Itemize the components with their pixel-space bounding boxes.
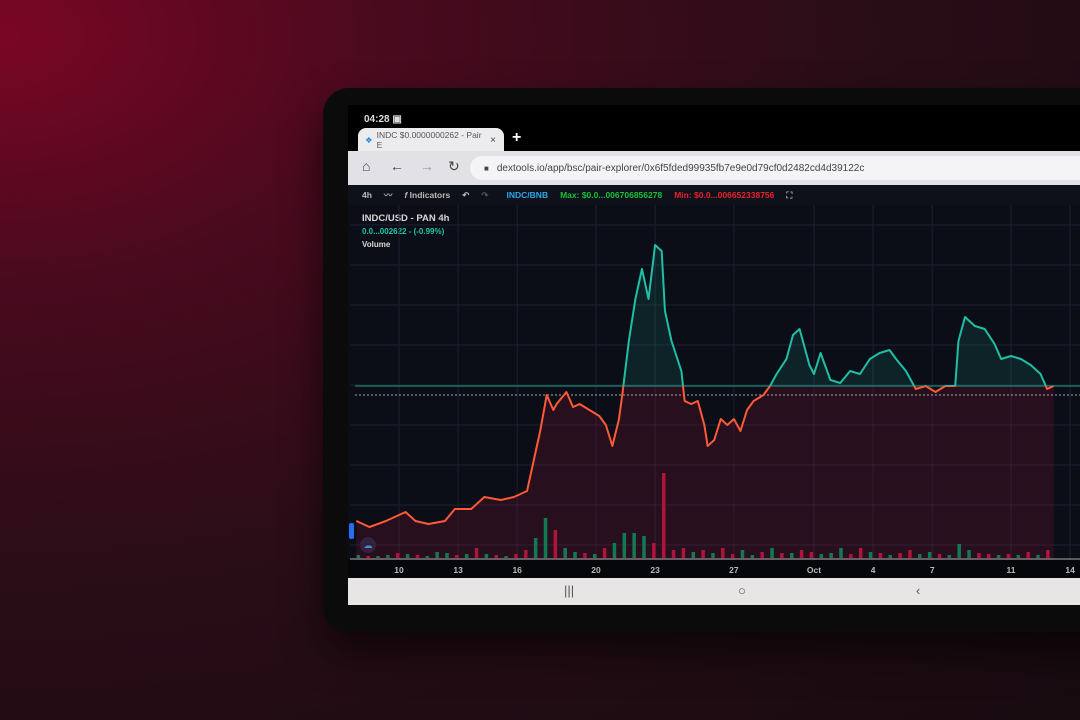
chart-area[interactable] bbox=[348, 205, 1080, 578]
back-arrow-icon[interactable]: ← bbox=[390, 158, 404, 174]
redo-icon[interactable]: ↷ bbox=[481, 189, 489, 200]
chart-type-icon[interactable]: 〰 bbox=[383, 190, 393, 200]
pair-label[interactable]: INDC/BNB bbox=[506, 190, 549, 200]
forward-arrow-icon[interactable]: → bbox=[420, 158, 434, 174]
home-icon[interactable]: ⌂ bbox=[362, 158, 371, 174]
system-nav-bar: ||| ○ ‹ bbox=[348, 578, 1080, 605]
recents-button[interactable]: ||| bbox=[564, 583, 575, 598]
chart-legend: INDC/USD - PAN 4h 0.0...002622 - (-0.99%… bbox=[362, 212, 449, 251]
lock-icon: ■ bbox=[484, 163, 489, 173]
tab-title: INDC $0.0000000262 - Pair E bbox=[376, 130, 482, 150]
browser-tab[interactable]: ❖ INDC $0.0000000262 - Pair E × bbox=[358, 128, 504, 152]
indicators-button[interactable]: f Indicators bbox=[404, 190, 450, 200]
min-price: Min: $0.0...006652338756 bbox=[674, 190, 775, 200]
indicators-label: Indicators bbox=[409, 190, 451, 200]
status-time: 04:28 bbox=[364, 114, 390, 125]
max-price: Max: $0.0...006706856278 bbox=[560, 190, 663, 200]
cloud-icon[interactable]: ☁ bbox=[360, 537, 376, 553]
tablet-screen: 04:28 ▣ ❖ INDC $0.0000000262 - Pair E × … bbox=[348, 105, 1080, 605]
symbol-label: INDC/USD - PAN 4h bbox=[362, 213, 450, 224]
url-text: dextools.io/app/bsc/pair-explorer/0x6f5f… bbox=[496, 162, 865, 174]
function-icon: f bbox=[404, 190, 408, 200]
price-change: 0.0...002622 - (-0.99%) bbox=[362, 227, 445, 236]
chart-toolbar: 4h 〰 f Indicators ↶ ↷ INDC/BNB Max: $0.0… bbox=[348, 185, 1080, 205]
undo-icon[interactable]: ↶ bbox=[462, 189, 470, 200]
home-button[interactable]: ○ bbox=[738, 583, 746, 598]
interval-button[interactable]: 4h bbox=[362, 190, 372, 200]
status-bar: 04:28 ▣ bbox=[364, 114, 402, 125]
address-bar-row: ⌂ ← → ↻ ■ dextools.io/app/bsc/pair-explo… bbox=[348, 151, 1080, 185]
dextools-favicon-icon: ❖ bbox=[365, 134, 373, 145]
url-field[interactable]: ■ dextools.io/app/bsc/pair-explorer/0x6f… bbox=[470, 156, 1080, 180]
close-tab-icon[interactable]: × bbox=[490, 134, 496, 146]
image-notification-icon: ▣ bbox=[392, 114, 402, 125]
scroll-handle[interactable] bbox=[349, 523, 354, 539]
reload-icon[interactable]: ↻ bbox=[448, 158, 460, 174]
new-tab-button[interactable]: + bbox=[512, 129, 522, 146]
volume-label: Volume bbox=[362, 240, 391, 249]
fullscreen-icon[interactable]: ⛶ bbox=[786, 189, 793, 200]
back-button[interactable]: ‹ bbox=[916, 583, 921, 598]
